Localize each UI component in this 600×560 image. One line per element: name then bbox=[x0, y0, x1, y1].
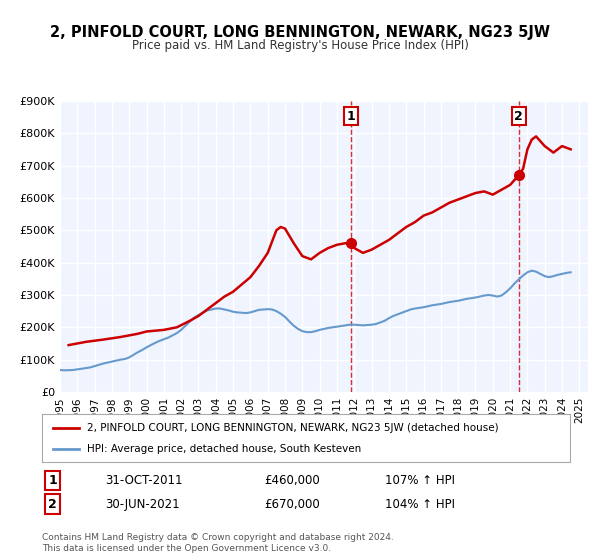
Text: 107% ↑ HPI: 107% ↑ HPI bbox=[385, 474, 455, 487]
Text: HPI: Average price, detached house, South Kesteven: HPI: Average price, detached house, Sout… bbox=[87, 444, 361, 454]
Text: Price paid vs. HM Land Registry's House Price Index (HPI): Price paid vs. HM Land Registry's House … bbox=[131, 39, 469, 52]
Text: 1: 1 bbox=[48, 474, 57, 487]
Text: 104% ↑ HPI: 104% ↑ HPI bbox=[385, 497, 455, 511]
Text: 2: 2 bbox=[514, 110, 523, 123]
Text: £670,000: £670,000 bbox=[264, 497, 320, 511]
Text: Contains HM Land Registry data © Crown copyright and database right 2024.
This d: Contains HM Land Registry data © Crown c… bbox=[42, 533, 394, 553]
Text: 2, PINFOLD COURT, LONG BENNINGTON, NEWARK, NG23 5JW: 2, PINFOLD COURT, LONG BENNINGTON, NEWAR… bbox=[50, 25, 550, 40]
Text: 1: 1 bbox=[347, 110, 356, 123]
Text: 30-JUN-2021: 30-JUN-2021 bbox=[106, 497, 180, 511]
Text: 31-OCT-2011: 31-OCT-2011 bbox=[106, 474, 183, 487]
Text: £460,000: £460,000 bbox=[264, 474, 320, 487]
Text: 2, PINFOLD COURT, LONG BENNINGTON, NEWARK, NG23 5JW (detached house): 2, PINFOLD COURT, LONG BENNINGTON, NEWAR… bbox=[87, 423, 499, 433]
Text: 2: 2 bbox=[48, 497, 57, 511]
